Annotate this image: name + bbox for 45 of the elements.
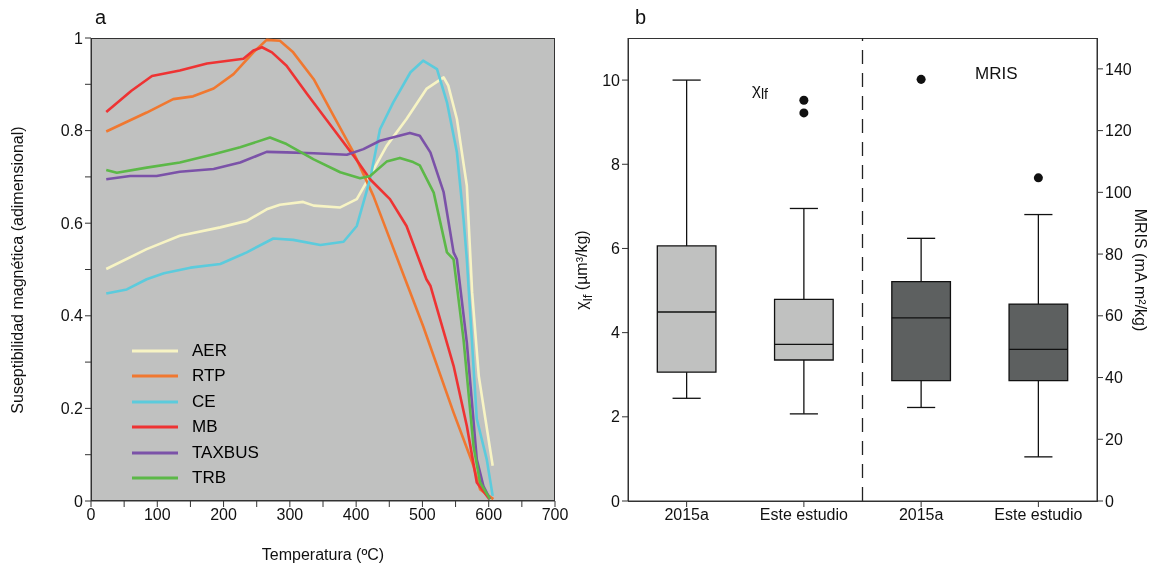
y2-tick-label: 140 bbox=[1105, 60, 1132, 78]
y-tick-label: 0.4 bbox=[60, 307, 84, 325]
y2-tick-label: 40 bbox=[1105, 369, 1123, 387]
x-tick-label: 200 bbox=[210, 506, 238, 524]
x-tick-label: 700 bbox=[541, 506, 569, 524]
x-tick-label: 500 bbox=[409, 506, 436, 524]
y2-axis-title: MRIS (mA m²/kg) bbox=[1131, 208, 1149, 332]
legend-label: TRB bbox=[192, 468, 226, 489]
x-tick-label: 400 bbox=[342, 506, 370, 524]
chart-title: b bbox=[635, 6, 647, 29]
x-tick-label: 100 bbox=[143, 506, 171, 524]
y2-tick-label: 60 bbox=[1105, 307, 1123, 325]
x-tick-label: Este estudio bbox=[759, 506, 848, 524]
x-tick-label: 2015a bbox=[898, 506, 944, 524]
legend-label: AER bbox=[192, 340, 227, 361]
y-tick-label: 0.2 bbox=[60, 400, 84, 418]
annotation: MRIS bbox=[975, 64, 1018, 84]
chart-title: a bbox=[95, 6, 107, 29]
x-tick-label: 2015a bbox=[664, 506, 709, 524]
y2-tick-label: 80 bbox=[1105, 245, 1123, 263]
y-tick-label: 2 bbox=[611, 408, 621, 426]
y-tick-label: 6 bbox=[611, 240, 621, 258]
y-tick-label: 4 bbox=[611, 324, 621, 342]
x-tick-label: Este estudio bbox=[994, 506, 1083, 524]
annotation: χ$_{lf}$ bbox=[752, 80, 769, 103]
y2-tick-label: 20 bbox=[1105, 430, 1123, 448]
legend-label: MB bbox=[192, 417, 218, 438]
y2-tick-label: 0 bbox=[1105, 492, 1114, 510]
x-tick-label: 600 bbox=[475, 506, 503, 524]
x-axis-title: Temperatura (ºC) bbox=[261, 546, 385, 564]
y-tick-label: 0 bbox=[74, 492, 84, 510]
x-tick-label: 300 bbox=[276, 506, 304, 524]
y-tick-label: 0.6 bbox=[60, 214, 84, 232]
y-tick-label: 1 bbox=[74, 29, 84, 47]
y2-tick-label: 100 bbox=[1105, 184, 1132, 202]
y-tick-label: 10 bbox=[602, 71, 621, 89]
y-tick-label: 0.8 bbox=[60, 122, 84, 140]
y-axis-title: Suseptibilidad magnética (adimensional) bbox=[9, 126, 27, 414]
legend-label: TAXBUS bbox=[192, 442, 259, 463]
y-tick-label: 0 bbox=[611, 492, 621, 510]
y-tick-label: 8 bbox=[611, 155, 621, 173]
legend-label: RTP bbox=[192, 366, 226, 387]
y2-tick-label: 120 bbox=[1105, 122, 1132, 140]
x-tick-label: 0 bbox=[86, 506, 96, 524]
legend-label: CE bbox=[192, 391, 216, 412]
